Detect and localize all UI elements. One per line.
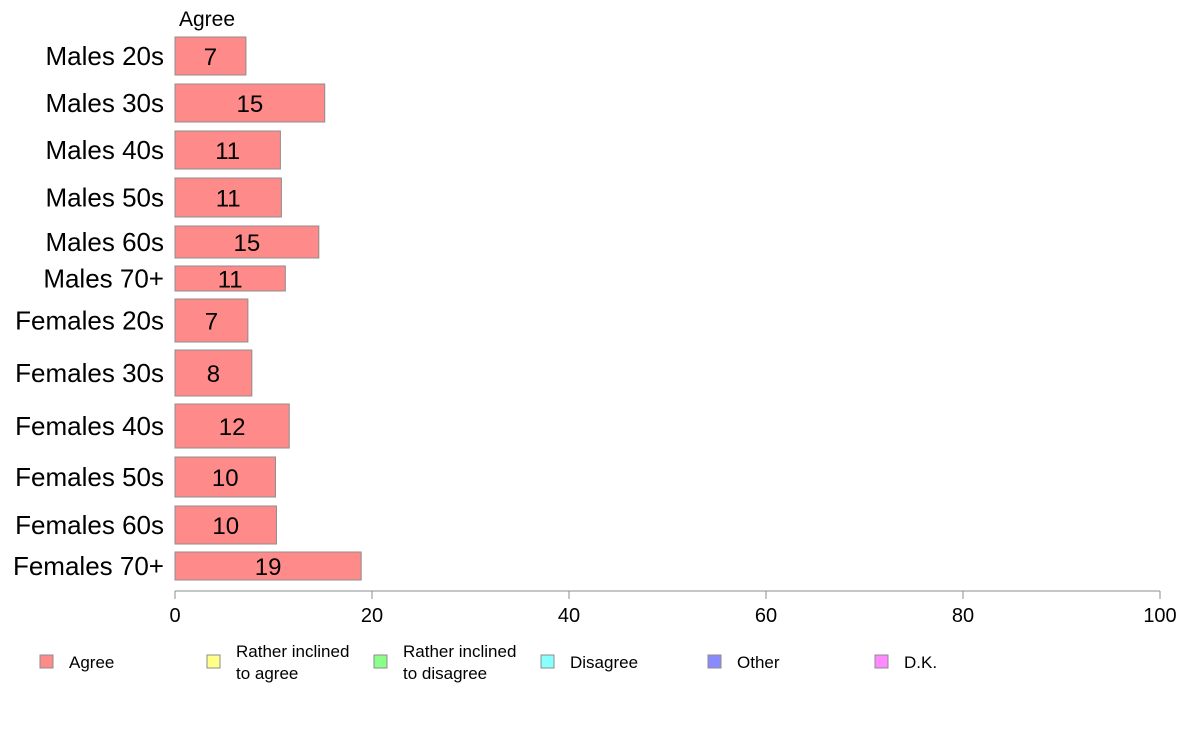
- category-label: Females 40s: [15, 411, 164, 441]
- bar-value-label: 10: [212, 513, 239, 540]
- legend-label: to agree: [236, 664, 298, 683]
- category-label: Females 20s: [15, 306, 164, 336]
- bar-value-label: 11: [218, 267, 243, 294]
- legend-label: Rather inclined: [236, 642, 349, 661]
- bar-0-8: [174, 403, 290, 449]
- legend: Agree Rather inclined to agree Rather incli…: [39, 642, 937, 683]
- category-label: Males 20s: [46, 41, 165, 71]
- legend-label: to disagree: [403, 664, 487, 683]
- legend-swatch: [707, 654, 722, 669]
- x-tick-label: 80: [952, 605, 974, 627]
- bar-0-0: [174, 36, 247, 76]
- bar-0-1: [174, 83, 326, 123]
- legend-label: Disagree: [570, 653, 638, 672]
- x-tick-label: 0: [169, 605, 180, 627]
- bar-value-label: 7: [205, 309, 218, 336]
- bar-value-label: 15: [234, 230, 261, 257]
- category-label: Males 60s: [46, 227, 165, 257]
- x-tick-label: 100: [1143, 605, 1176, 627]
- category-label: Females 30s: [15, 358, 164, 388]
- legend-swatch: [206, 654, 221, 669]
- bar-0-11: [174, 551, 362, 581]
- bar-0-9: [174, 456, 276, 498]
- x-axis: 0 20 40 60 80 100: [169, 590, 1177, 627]
- bar-value-label: 8: [207, 361, 220, 388]
- category-label: Males 50s: [46, 183, 165, 213]
- category-label: Females 60s: [15, 510, 164, 540]
- column-label: Agree: [179, 8, 235, 31]
- legend-swatch: [540, 654, 555, 669]
- legend-swatch: [373, 654, 388, 669]
- category-label: Males 40s: [46, 135, 165, 165]
- bar-value-label: 10: [212, 465, 239, 492]
- bar-0-6: [174, 298, 249, 343]
- bar-0-2: [174, 130, 281, 170]
- x-tick-label: 40: [558, 605, 580, 627]
- category-label: Females 50s: [15, 462, 164, 492]
- legend-swatch: [39, 654, 54, 669]
- legend-label: D.K.: [904, 653, 937, 672]
- legend-label: Agree: [69, 653, 114, 672]
- bar-0-4: [174, 225, 320, 259]
- category-label: Females 70+: [13, 551, 164, 581]
- x-tick-label: 20: [361, 605, 383, 627]
- bar-value-label: 12: [219, 414, 246, 441]
- bar-0-7: [174, 349, 253, 397]
- bar-0-10: [174, 505, 277, 545]
- legend-label: Rather inclined: [403, 642, 516, 661]
- legend-label: Other: [737, 653, 780, 672]
- category-labels: Males 20s Males 30s Males 40s Males 50s Male…: [13, 41, 164, 581]
- bar-value-label: 11: [216, 186, 241, 213]
- bar-value-label: 7: [204, 44, 217, 71]
- category-label: Males 30s: [46, 88, 165, 118]
- bar-value-label: 19: [255, 554, 282, 581]
- bar-value-label: 11: [215, 138, 240, 165]
- bar-0-5: [174, 265, 286, 292]
- category-label: Males 70+: [43, 264, 164, 294]
- x-tick-label: 60: [755, 605, 777, 627]
- bar-value-label: 15: [237, 91, 264, 118]
- legend-swatch: [874, 654, 889, 669]
- bar-0-3: [174, 177, 282, 218]
